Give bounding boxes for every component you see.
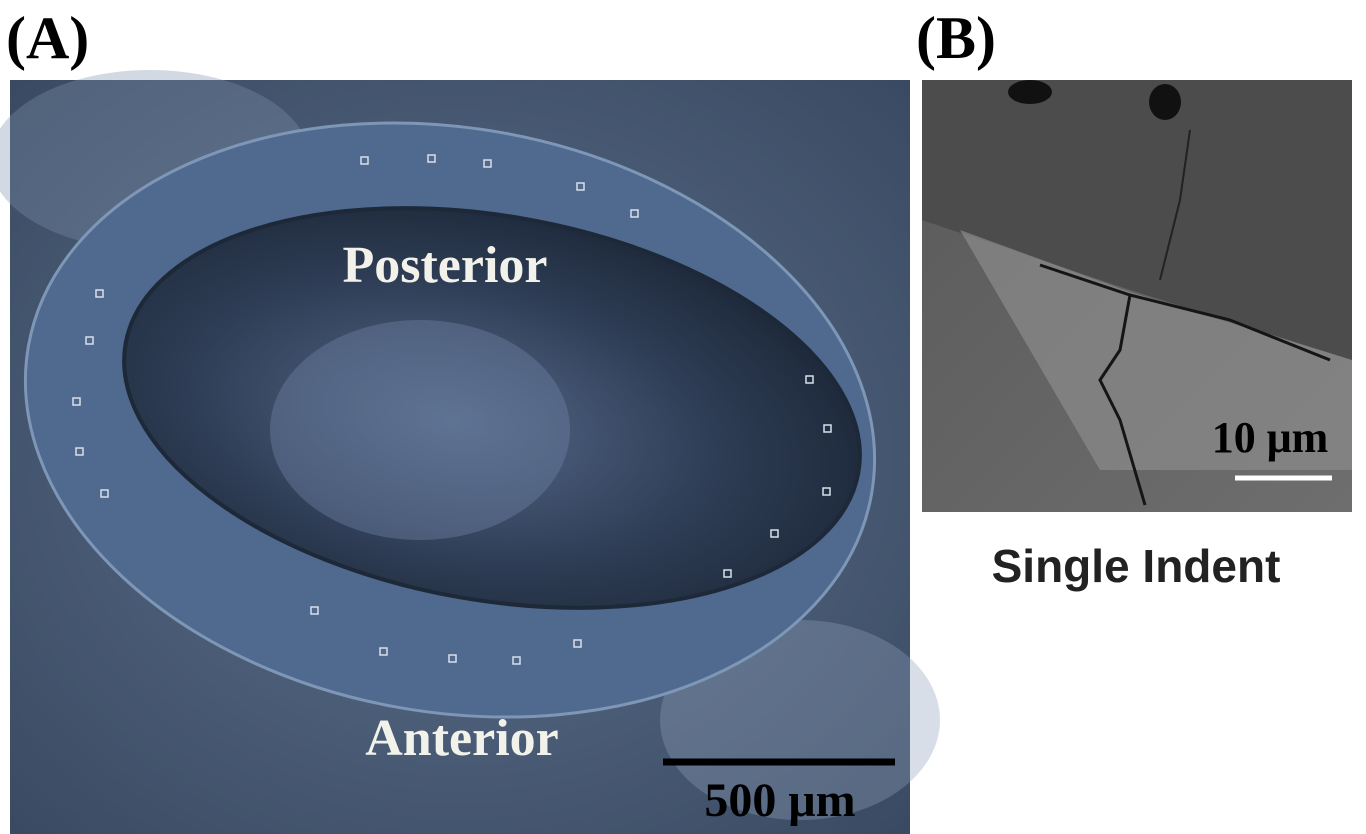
panel-label: (A) [6, 5, 89, 71]
scale-bar-label: 10 μm [1212, 413, 1329, 462]
annotation: Posterior [342, 237, 547, 294]
annotation: Anterior [365, 710, 558, 767]
panel-label: (B) [916, 5, 996, 71]
caption: Single Indent [992, 540, 1281, 592]
scale-bar-label: 500 μm [704, 774, 855, 827]
figure: (A) Posterior Anterior 500 μm (B) [0, 0, 1366, 834]
